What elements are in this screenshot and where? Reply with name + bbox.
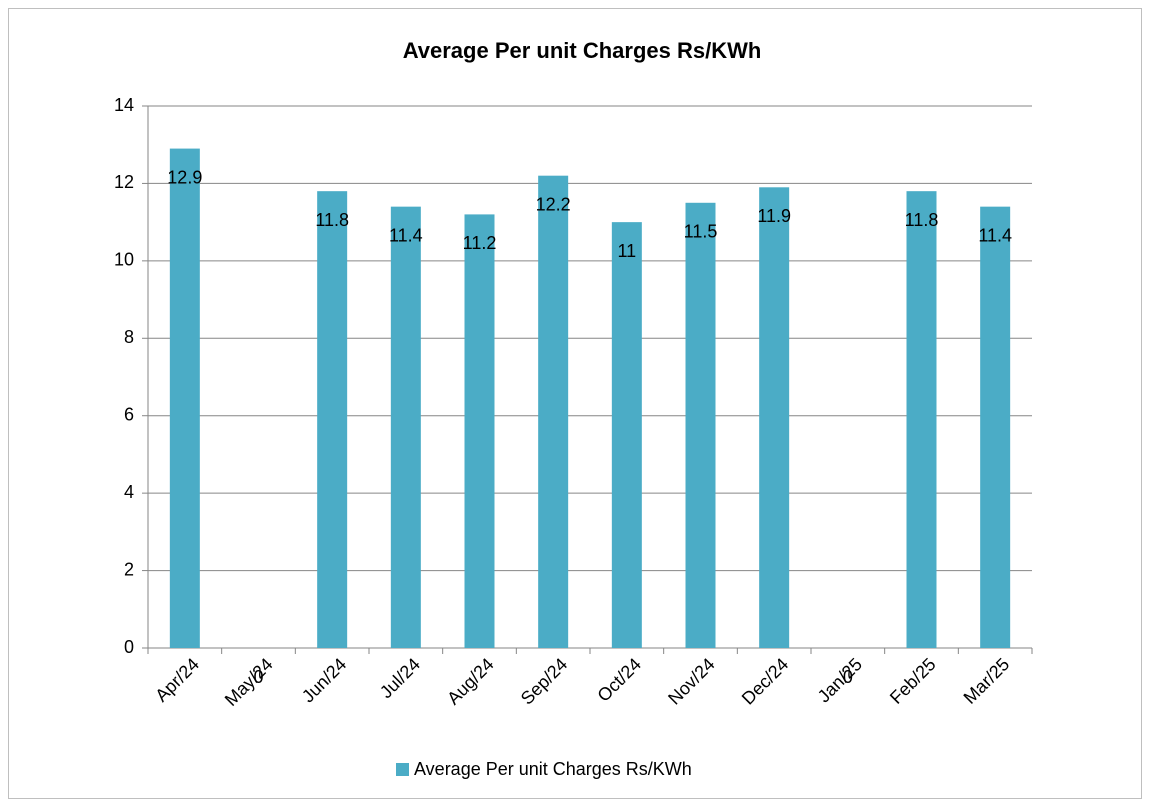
data-label: 11.4 bbox=[978, 225, 1012, 245]
data-label: 11.4 bbox=[389, 225, 423, 245]
data-label: 11.5 bbox=[684, 222, 718, 242]
data-label: 11.8 bbox=[315, 210, 349, 230]
bar bbox=[464, 214, 495, 648]
y-tick-label: 14 bbox=[114, 95, 134, 115]
y-tick-label: 4 bbox=[124, 482, 134, 502]
bar bbox=[611, 222, 642, 648]
legend-swatch bbox=[396, 763, 409, 776]
bar bbox=[390, 206, 421, 648]
data-label: 12.2 bbox=[536, 194, 571, 214]
data-label: 0 bbox=[253, 667, 263, 687]
bar bbox=[538, 175, 569, 648]
y-tick-label: 2 bbox=[124, 559, 134, 579]
bar bbox=[980, 206, 1011, 648]
data-label: 11.2 bbox=[463, 233, 497, 253]
bar bbox=[169, 148, 200, 649]
chart-title: Average Per unit Charges Rs/KWh bbox=[403, 38, 762, 63]
legend-label: Average Per unit Charges Rs/KWh bbox=[414, 759, 692, 779]
data-label: 11 bbox=[617, 241, 636, 261]
data-label: 0 bbox=[843, 667, 853, 687]
data-label: 11.8 bbox=[905, 210, 939, 230]
y-tick-label: 10 bbox=[114, 250, 134, 270]
bar bbox=[759, 187, 790, 649]
data-label: 12.9 bbox=[167, 167, 202, 187]
bar bbox=[906, 191, 937, 648]
y-tick-label: 6 bbox=[124, 404, 134, 424]
data-label: 11.9 bbox=[757, 206, 791, 226]
y-tick-label: 12 bbox=[114, 172, 134, 192]
y-tick-label: 0 bbox=[124, 637, 134, 657]
y-tick-label: 8 bbox=[124, 327, 134, 347]
bar bbox=[685, 202, 716, 649]
bar bbox=[317, 191, 348, 648]
